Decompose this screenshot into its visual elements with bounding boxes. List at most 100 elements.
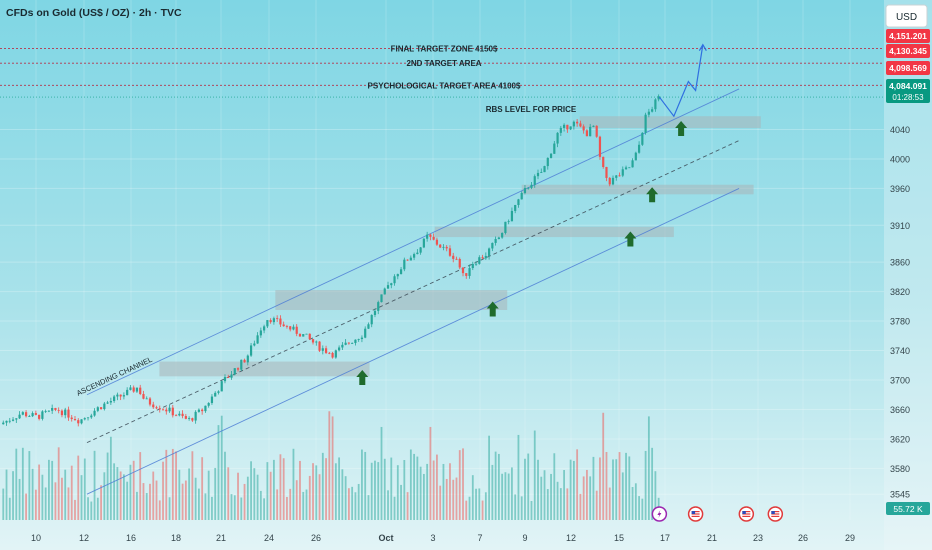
candle-body: [77, 420, 80, 424]
volume-badge-label: 55.72 K: [893, 504, 923, 514]
volume-bar: [455, 477, 458, 520]
x-tick-label: 26: [798, 533, 808, 543]
candle-body: [566, 124, 569, 130]
volume-bar: [207, 470, 210, 520]
candle-body: [47, 410, 51, 412]
volume-bar: [595, 490, 598, 520]
volume-bar: [139, 452, 142, 520]
volume-bar: [246, 476, 249, 520]
candle-body: [165, 409, 168, 412]
price-axis[interactable]: 4040 4000 3960 3910 3860 3820 3780 3740 3700 3660…: [890, 125, 910, 500]
candle-body: [621, 169, 624, 176]
price-badge: [886, 44, 930, 58]
volume-bar: [413, 453, 416, 520]
volume-bar: [406, 492, 409, 520]
volume-bar: [387, 490, 389, 520]
candle-body: [96, 407, 99, 411]
volume-bar: [204, 493, 207, 520]
flag-stripe: [691, 513, 700, 515]
candle-body: [266, 320, 269, 327]
candle-body: [236, 368, 240, 370]
volume-bar: [524, 458, 526, 520]
flag-canton: [691, 511, 696, 514]
candle-body: [383, 288, 386, 295]
volume-bar: [621, 472, 624, 520]
candle-body: [194, 411, 197, 421]
volume-bar: [458, 450, 461, 520]
volume-bar: [488, 435, 490, 520]
volume-bar: [256, 474, 259, 520]
candle-body: [585, 130, 589, 137]
candle-body: [582, 126, 585, 131]
support-zone: [579, 116, 761, 128]
candle-body: [70, 417, 73, 420]
candle-body: [15, 418, 18, 420]
candle-body: [543, 166, 546, 173]
candle-body: [295, 326, 298, 334]
candle-body: [41, 411, 44, 419]
candle-body: [315, 341, 318, 343]
candle-body: [406, 259, 409, 261]
currency-button[interactable]: USD: [885, 4, 928, 28]
volume-bar: [608, 487, 611, 520]
y-tick-label: 3660: [890, 405, 910, 415]
volume-bar: [145, 493, 148, 520]
candle-body: [439, 244, 442, 248]
flag-stripe: [742, 513, 751, 515]
up-arrow-icon: [486, 301, 499, 317]
up-arrow-icon: [675, 120, 688, 136]
volume-bar: [468, 496, 471, 520]
volume-bar: [312, 463, 314, 520]
volume-bar: [651, 447, 654, 520]
candle-body: [11, 419, 15, 421]
candle-body: [122, 395, 126, 397]
volume-bar: [641, 498, 644, 520]
volume-bar: [259, 490, 262, 520]
volume-bar: [618, 452, 621, 520]
volume-bar: [188, 468, 191, 520]
candle-body: [461, 267, 465, 274]
currency-label: USD: [896, 12, 917, 23]
volume-bar: [514, 494, 517, 520]
volume-bar: [201, 457, 204, 520]
volume-bar: [553, 453, 556, 520]
volume-bar: [439, 485, 442, 520]
candle-body: [243, 359, 246, 363]
candle-body: [634, 152, 637, 161]
volume-bar: [80, 475, 83, 520]
candle-body: [73, 419, 77, 421]
volume-bar: [426, 463, 429, 520]
volume-bar: [299, 460, 301, 520]
volume-bar: [155, 480, 158, 520]
x-tick-label: 9: [522, 533, 527, 543]
volume-bar: [429, 426, 432, 520]
volume-bar: [152, 471, 155, 520]
price-badge-label: 4,098.569: [889, 63, 927, 73]
volume-bar: [103, 472, 106, 520]
candle-body: [305, 333, 308, 335]
candle-body: [31, 413, 34, 417]
event-icons[interactable]: [651, 506, 784, 522]
time-axis[interactable]: 10 12 16 18 21 24 26 Oct 3 7 9 12 15 17 21 23 26 29: [31, 533, 855, 543]
candle-body: [233, 368, 236, 375]
support-zone: [521, 184, 754, 195]
candle-body: [292, 326, 295, 330]
candle-body: [344, 342, 347, 345]
x-tick-label: 26: [311, 533, 321, 543]
candle-body: [308, 333, 311, 340]
annotation-label: 2ND TARGET AREA: [406, 59, 481, 68]
volume-bar: [654, 471, 657, 520]
volume-bar: [579, 493, 582, 520]
candle-body: [54, 407, 57, 410]
candle-body: [282, 324, 285, 327]
volume-bar: [628, 456, 631, 520]
price-badge-label: 4,151.201: [889, 31, 927, 41]
target-levels: [0, 47, 884, 98]
volume-bar: [181, 483, 184, 520]
candle-body: [139, 387, 142, 394]
candle-body: [321, 348, 324, 351]
candle-body: [230, 374, 233, 378]
candle-body: [103, 403, 106, 410]
volume-bar: [396, 465, 399, 520]
